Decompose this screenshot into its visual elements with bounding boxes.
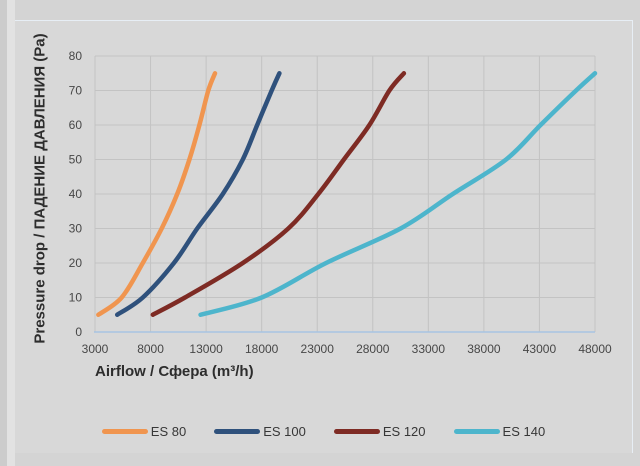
legend-swatch (214, 429, 261, 434)
legend-label: ES 100 (263, 424, 306, 439)
y-tick-label: 30 (69, 222, 83, 236)
x-tick-label: 33000 (412, 342, 446, 356)
x-tick-label: 23000 (301, 342, 335, 356)
legend-label: ES 120 (382, 424, 426, 439)
x-tick-label: 38000 (467, 342, 501, 356)
x-axis-title: Airflow / Сфера (m³/h) (95, 363, 254, 380)
legend-swatch (333, 429, 380, 434)
y-tick-label: 80 (69, 49, 83, 63)
x-tick-label: 28000 (356, 342, 390, 356)
legend: ES 80 ES 100 ES 120 ES 140 (15, 424, 632, 439)
y-tick-label: 10 (69, 291, 83, 305)
x-tick-label: 18000 (245, 342, 279, 356)
legend-item-es-80: ES 80 (101, 424, 187, 439)
legend-swatch (453, 429, 500, 434)
x-tick-label: 48000 (578, 342, 612, 356)
left-edge-light-strip (7, 0, 15, 466)
legend-item-es-120: ES 120 (333, 424, 426, 439)
series-line-es-140 (198, 71, 598, 317)
series-line-es-80 (96, 71, 218, 317)
y-tick-label: 40 (69, 187, 83, 201)
legend-item-es-140: ES 140 (453, 424, 546, 439)
x-tick-label: 3000 (82, 342, 109, 356)
x-tick-label: 43000 (523, 342, 557, 356)
y-tick-label: 60 (69, 118, 83, 132)
y-tick-label: 70 (69, 84, 83, 98)
x-tick-label: 13000 (189, 342, 223, 356)
legend-label: ES 80 (150, 424, 187, 439)
y-tick-label: 50 (69, 153, 83, 167)
chart-panel (15, 20, 633, 453)
left-edge-dark-strip (0, 0, 7, 466)
series-line-es-120 (150, 71, 407, 317)
y-tick-label: 0 (75, 325, 82, 339)
series-line-es-100 (114, 71, 282, 317)
y-tick-label: 20 (69, 256, 83, 270)
legend-label: ES 140 (502, 424, 546, 439)
legend-swatch (101, 429, 148, 434)
x-tick-label: 8000 (137, 342, 164, 356)
legend-item-es-100: ES 100 (214, 424, 306, 439)
